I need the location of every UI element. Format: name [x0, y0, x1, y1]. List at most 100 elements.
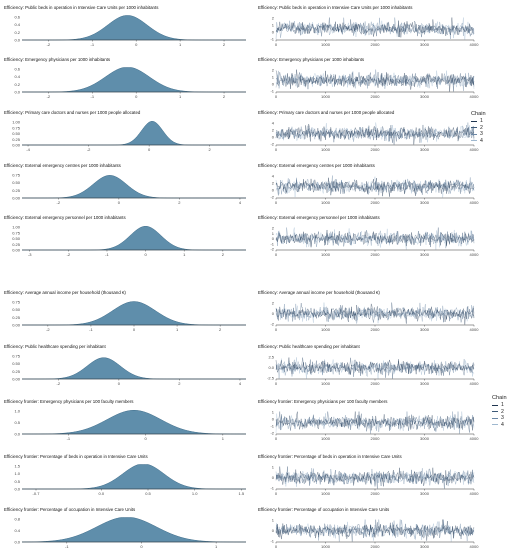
legend-item: 4: [492, 422, 507, 429]
x-tick-label: 2: [223, 42, 226, 47]
x-tick-label: 0: [275, 491, 278, 496]
chain-3-trace: [275, 519, 475, 542]
density-area: [22, 301, 246, 326]
density-area: [22, 357, 246, 380]
density-panel: Efficiency: External emergency centres p…: [4, 163, 246, 206]
x-tick-label: 1000: [321, 200, 331, 205]
y-tick-label: 2: [272, 128, 275, 133]
density-area: [22, 226, 246, 251]
y-tick-label: 0.50: [12, 180, 21, 185]
trace-panel: Efficiency: Average annual income per ho…: [258, 290, 479, 333]
x-tick-label: 3000: [420, 42, 430, 47]
x-tick-label: 3000: [420, 491, 430, 496]
trace-title: Efficiency: External emergency centres p…: [258, 163, 375, 168]
y-tick-label: 2: [272, 301, 275, 306]
chain-2-trace: [275, 124, 475, 145]
x-tick-label: 0: [144, 252, 147, 257]
chain-4-trace: [275, 227, 475, 250]
x-tick-label: 1.0: [192, 491, 198, 496]
trace-panel: Efficiency frontier: Percentage of beds …: [258, 454, 479, 497]
trace-panel: Efficiency: External emergency personnel…: [258, 215, 479, 258]
x-tick-label: 4000: [470, 42, 480, 47]
density-panel: Efficiency: Primary care doctors and nur…: [4, 110, 246, 153]
chain-1-trace: [275, 357, 475, 376]
density-panel: Efficiency: Public healthcare spending p…: [4, 344, 246, 387]
legend-item: 2: [492, 409, 507, 416]
y-tick-label: -2: [270, 247, 274, 252]
x-tick-label: 2000: [371, 491, 381, 496]
y-tick-label: 0.50: [12, 131, 21, 136]
x-tick-label: -1: [105, 252, 109, 257]
y-tick-label: -2.5: [267, 376, 275, 381]
legend-item: 3: [492, 415, 507, 422]
x-tick-label: -2: [47, 94, 51, 99]
y-tick-label: 1.0: [14, 409, 20, 414]
y-tick-label: 2: [272, 181, 275, 186]
trace-panel: Efficiency: External emergency centres p…: [258, 163, 479, 206]
trace-title: Efficiency: External emergency personnel…: [258, 215, 380, 220]
x-tick-label: 0: [275, 381, 278, 386]
y-tick-label: 0.25: [12, 242, 21, 247]
density-plot: 0.6 0.4 0.2 0.0 -2 -1 0 1 2: [14, 67, 246, 99]
x-tick-label: 4000: [470, 94, 480, 99]
x-tick-label: -0.7: [33, 491, 41, 496]
density-area: [22, 15, 246, 41]
density-panel: Efficiency frontier: Percentage of beds …: [4, 454, 246, 497]
y-tick-label: 0.25: [12, 188, 21, 193]
y-tick-label: 0.00: [12, 196, 21, 201]
chain-1-trace: [275, 303, 475, 325]
y-tick-label: 1: [272, 465, 275, 470]
y-tick-label: 0.5: [14, 479, 20, 484]
y-tick-label: 0.4: [14, 528, 20, 533]
y-tick-label: 0.50: [12, 307, 21, 312]
x-tick-label: 1: [179, 42, 182, 47]
y-tick-label: 0: [272, 82, 275, 87]
x-tick-label: -1: [89, 327, 93, 332]
y-tick-label: 0.50: [12, 236, 21, 241]
x-tick-label: -1: [90, 42, 94, 47]
density-panel: Efficiency frontier: Percentage of occup…: [4, 507, 247, 550]
x-tick-label: 1000: [321, 436, 331, 441]
y-tick-label: 0.00: [12, 143, 21, 148]
density-panel: Efficiency frontier: Emergency physician…: [4, 399, 247, 442]
y-tick-label: 0: [272, 135, 275, 140]
x-tick-label: 1000: [321, 381, 331, 386]
x-tick-label: 2: [178, 381, 181, 386]
x-tick-label: -2: [67, 252, 71, 257]
density-plot: 0.75 0.50 0.25 0.00 -2 0 2 4: [12, 354, 246, 386]
x-tick-label: 1: [179, 94, 182, 99]
density-plot: 0.8 0.4 0.0 -1 0 1: [14, 517, 247, 549]
x-tick-label: 3000: [420, 327, 430, 332]
chain-4-trace: [275, 357, 475, 379]
x-tick-label: 4000: [470, 436, 480, 441]
y-tick-label: -2: [270, 195, 274, 200]
y-tick-label: 0.25: [12, 369, 21, 374]
x-tick-label: 3000: [420, 147, 430, 152]
y-tick-label: 1: [272, 231, 275, 236]
x-tick-label: 1: [215, 544, 218, 549]
density-panel: Efficiency: Emergency physicians per 100…: [4, 57, 246, 100]
y-tick-label: 0: [272, 528, 275, 533]
density-title: Efficiency frontier: Emergency physician…: [4, 399, 134, 404]
density-panel: Efficiency: External emergency personnel…: [4, 215, 246, 258]
y-tick-label: -1: [270, 539, 274, 544]
x-tick-label: 0: [275, 94, 278, 99]
y-tick-label: -2: [270, 431, 274, 436]
legend-lower: Chain 1 2 3 4: [492, 395, 507, 428]
legend-label: 4: [501, 421, 504, 428]
density-title: Efficiency: External emergency personnel…: [4, 215, 126, 220]
x-tick-label: 1.5: [239, 491, 245, 496]
chain-1-trace: [275, 177, 475, 197]
x-tick-label: 0: [144, 436, 147, 441]
x-tick-label: -2: [57, 381, 61, 386]
y-tick-label: -2: [270, 142, 274, 147]
chain-1-trace: [275, 123, 475, 145]
y-tick-label: 0.0: [14, 540, 20, 545]
x-tick-label: 1000: [321, 544, 331, 549]
y-tick-label: 0: [272, 236, 275, 241]
density-plot: 0.75 0.50 0.25 0.00 -2 0 2 4: [12, 173, 246, 205]
legend-label: 4: [480, 137, 483, 144]
trace-panel: Efficiency: Primary care doctors and nur…: [258, 110, 479, 153]
legend-label: 2: [480, 124, 483, 131]
y-tick-label: 0.4: [14, 22, 20, 27]
